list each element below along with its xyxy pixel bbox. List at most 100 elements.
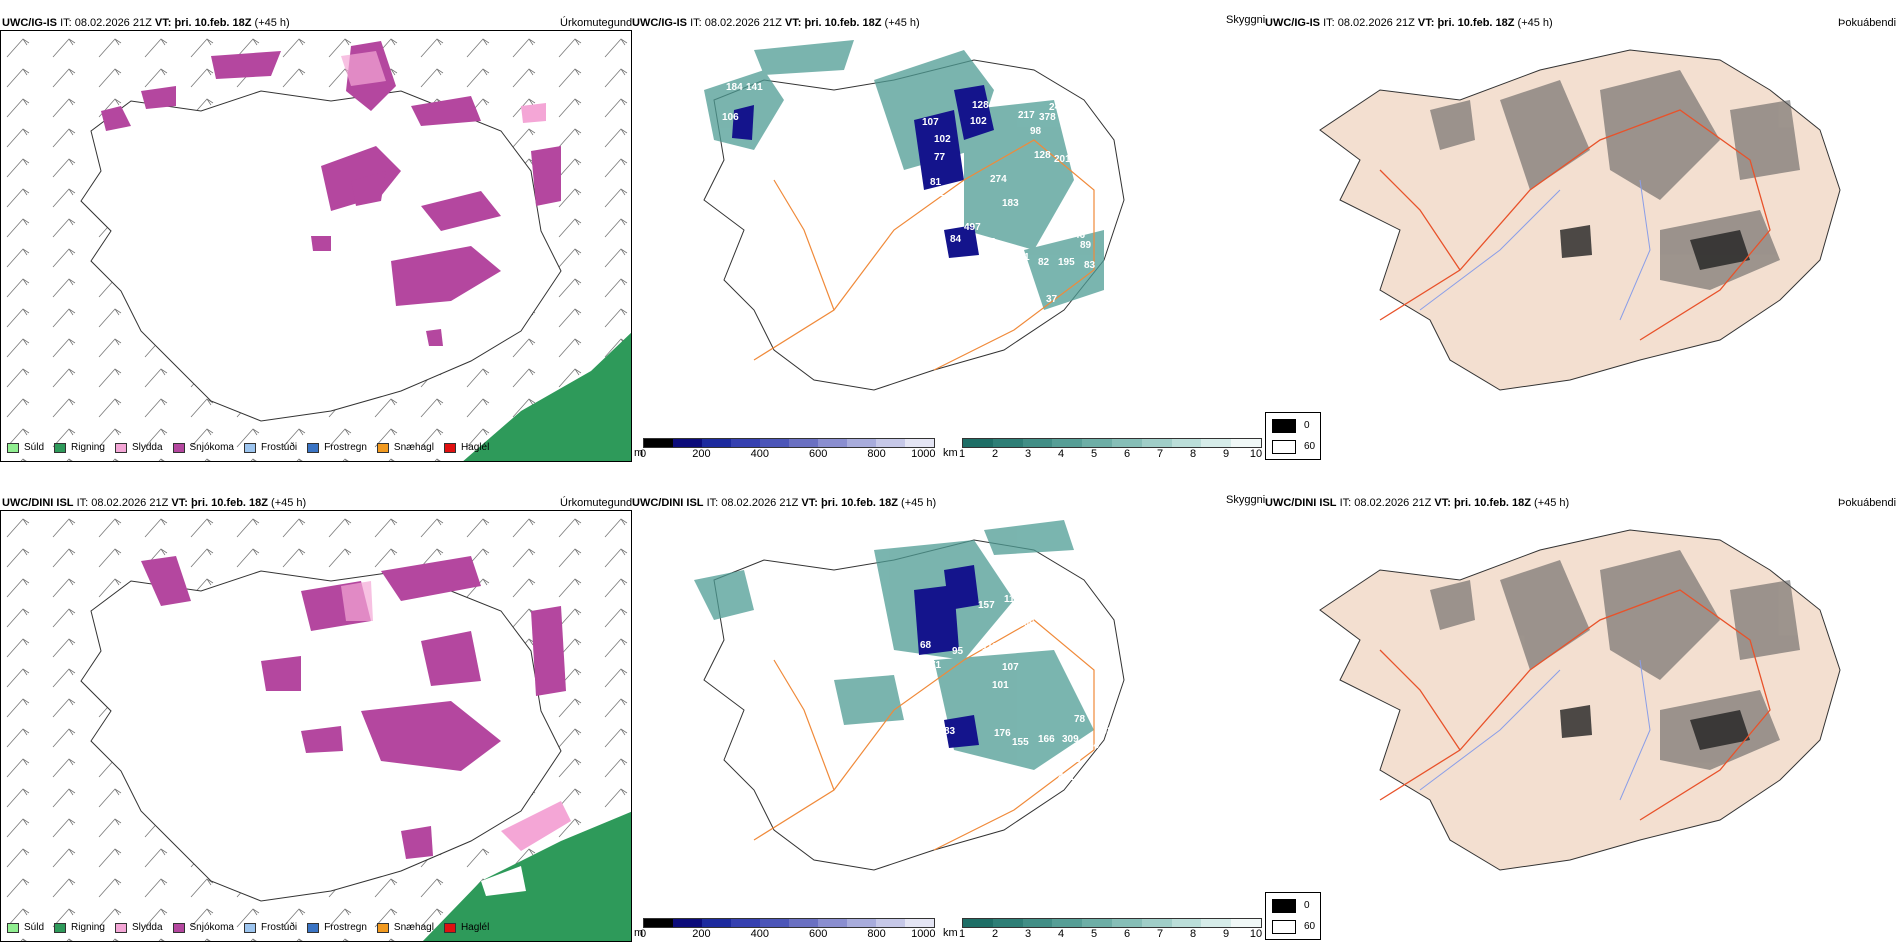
vt-value: þri. 10.feb. 18Z [190, 497, 268, 509]
vis-label: 77 [934, 152, 946, 163]
colorbar-cell [673, 919, 702, 927]
vis-label: 28 [1104, 186, 1116, 197]
colorbar-cell [963, 439, 993, 447]
tick-label: 1 [958, 928, 966, 940]
legend-swatch [54, 442, 67, 453]
visibility-low-areas [732, 85, 994, 258]
vis-label: 107 [1002, 662, 1019, 673]
header-row1-panel3: UWC/IG-IS IT: 08.02.2026 21Z VT: þri. 10… [1265, 17, 1553, 29]
vt-label: VT: [171, 497, 188, 509]
vis-label: 276 [1096, 214, 1113, 225]
vis-label: 184 [726, 82, 743, 93]
vis-label: 128 [972, 100, 989, 111]
vis-label: 683 [1064, 754, 1081, 765]
it-value: 08.02.2026 21Z [74, 17, 152, 29]
param-fog-row1: Þokuábendi [1838, 17, 1897, 29]
vis-label: 71 [930, 660, 942, 671]
vt-value: þri. 10.feb. 18Z [1437, 17, 1515, 29]
colorbar-cell [992, 439, 1023, 447]
legend-item: Slydda [114, 442, 163, 453]
model-name: UWC/DINI ISL [2, 497, 74, 509]
vt-value: þri. 10.feb. 18Z [174, 17, 252, 29]
colorbar-cell [1231, 919, 1261, 927]
vis-label: 195 [1058, 257, 1075, 268]
it-value: 08.02.2026 21Z [704, 17, 782, 29]
legend-item: Súld [7, 442, 44, 453]
lead-time: (+45 h) [1517, 17, 1553, 29]
vis-label: 111 [1014, 252, 1030, 263]
vis-label: 183 [1002, 198, 1019, 209]
vis-label: 217 [1018, 110, 1035, 121]
visibility-value-labels: 68 71 95 83 115 107 101 155 166 309 94 1… [920, 584, 1121, 783]
colorbar-cell [876, 919, 905, 927]
legend-item: Frostúði [243, 922, 297, 933]
vis-label: 274 [1058, 584, 1075, 595]
vis-label: 107 [922, 117, 939, 128]
vis-label: 102 [970, 116, 987, 127]
lead-time: (+45 h) [254, 17, 290, 29]
vis-label: 115 [982, 642, 999, 653]
colorbar-cell [1082, 439, 1112, 447]
legend-item: Frostregn [307, 922, 367, 933]
vis-label: 166 [1038, 594, 1055, 605]
vis-label: 120 [842, 242, 859, 253]
precip-type-map-row1: Súld Rigning Slydda Snjókoma Frostúði Fr… [0, 30, 632, 462]
vis-m-colorbar-row1: 0 200 400 600 800 1000 [640, 438, 936, 460]
colorbar-cell [1111, 919, 1142, 927]
fog-black-areas [1560, 705, 1750, 750]
tick-label: 200 [692, 448, 711, 460]
tick-label: 1000 [911, 448, 936, 460]
legend-item: Frostregn [307, 442, 367, 453]
header-row2-panel3: UWC/DINI ISL IT: 08.02.2026 21Z VT: þri.… [1265, 497, 1569, 509]
vt-label: VT: [784, 17, 802, 29]
visibility-map-row2: 68 71 95 83 115 107 101 155 166 309 94 1… [634, 510, 1264, 920]
colorbar-cell [876, 439, 905, 447]
legend-item: Slydda [114, 922, 163, 933]
colorbar-cell [731, 439, 760, 447]
vis-label: 94 [1088, 740, 1100, 751]
vis-label: 309 [1062, 734, 1079, 745]
vis-label: 201 [1054, 154, 1071, 165]
fog-legend-top-label: 0 [1304, 900, 1310, 911]
legend-swatch [443, 922, 456, 933]
colorbar-cell [702, 919, 731, 927]
tick-label: 7 [1156, 928, 1164, 940]
legend-swatch [172, 442, 185, 453]
unit-m-row2: m [634, 927, 644, 939]
vis-label: 78 [1074, 714, 1086, 725]
legend-item: Súld [7, 922, 44, 933]
vt-label: VT: [1417, 17, 1435, 29]
model-name: UWC/DINI ISL [632, 497, 704, 509]
colorbar-cell [992, 919, 1023, 927]
tick-label: 3 [1024, 928, 1032, 940]
colorbar-cell [1141, 439, 1172, 447]
rivers [1419, 179, 1651, 321]
tick-label: 400 [750, 448, 769, 460]
header-row1-panel2: UWC/IG-IS IT: 08.02.2026 21Z VT: þri. 10… [632, 17, 920, 29]
tick-label: 4 [1057, 448, 1065, 460]
legend-item: Haglél [443, 922, 489, 933]
precip-map-svg [1, 31, 631, 461]
legend-swatch [114, 442, 127, 453]
legend-swatch [307, 922, 320, 933]
legend-swatch [7, 442, 19, 453]
roads [1379, 109, 1771, 341]
tick-label: 1 [958, 448, 966, 460]
precip-type-map-row2: Súld Rigning Slydda Snjókoma Frostúði Fr… [0, 510, 632, 942]
legend-swatch [376, 922, 389, 933]
vis-label: 106 [722, 112, 739, 123]
vis-label: 82 [1038, 257, 1050, 268]
snow-areas [101, 41, 561, 346]
colorbar-cell [789, 439, 818, 447]
tick-label: 4 [1057, 928, 1065, 940]
tick-label: 0 [639, 928, 647, 940]
it-label: IT: [76, 497, 89, 509]
colorbar-cell [818, 439, 847, 447]
vis-label: 68 [920, 640, 932, 651]
roads [1379, 589, 1771, 821]
colorbar-cell [818, 919, 847, 927]
vis-label: 110 [1004, 594, 1021, 605]
fog-dark-areas [1430, 70, 1800, 290]
vis-label: 141 [746, 82, 763, 93]
vis-label: 98 [1030, 126, 1042, 137]
